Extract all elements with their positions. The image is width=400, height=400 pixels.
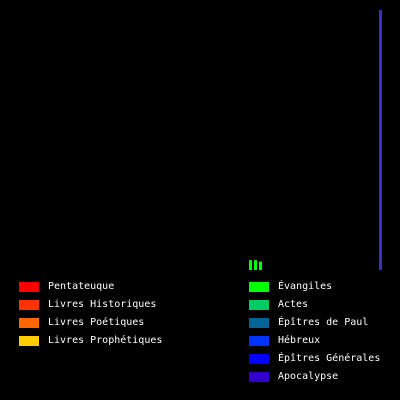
legend-swatch: [249, 300, 269, 310]
legend-left-column: Pentateuque Livres Historiques Livres Po…: [19, 278, 162, 350]
legend-swatch: [19, 318, 39, 328]
legend-label: Hébreux: [278, 335, 321, 346]
legend-item-livres-prophetiques: Livres Prophétiques: [19, 332, 162, 350]
legend-swatch: [19, 282, 39, 292]
legend-label: Livres Historiques: [48, 299, 157, 310]
legend-swatch: [249, 336, 269, 346]
legend-label: Actes: [278, 299, 309, 310]
legend-item-pentateuque: Pentateuque: [19, 278, 162, 296]
bar-evangiles-2: [254, 260, 257, 270]
bar-evangiles-3: [259, 261, 262, 270]
legend-label: Épîtres Générales: [278, 353, 381, 364]
bar-evangiles-1: [249, 260, 252, 270]
bar-outlier: [379, 10, 382, 270]
legend-swatch: [249, 372, 269, 382]
legend-swatch: [249, 318, 269, 328]
legend-item-actes: Actes: [249, 296, 380, 314]
legend-swatch: [19, 300, 39, 310]
legend-label: Évangiles: [278, 281, 333, 292]
legend-item-livres-historiques: Livres Historiques: [19, 296, 162, 314]
legend-item-apocalypse: Apocalypse: [249, 368, 380, 386]
legend-item-livres-poetiques: Livres Poétiques: [19, 314, 162, 332]
legend-label: Apocalypse: [278, 371, 339, 382]
legend-swatch: [19, 336, 39, 346]
legend-label: Pentateuque: [48, 281, 115, 292]
legend-item-epitres-generales: Épîtres Générales: [249, 350, 380, 368]
legend-right-column: Évangiles Actes Épîtres de Paul Hébreux …: [249, 278, 380, 386]
legend-swatch: [249, 354, 269, 364]
legend-label: Livres Poétiques: [48, 317, 145, 328]
legend-swatch: [249, 282, 269, 292]
legend-item-hebreux: Hébreux: [249, 332, 380, 350]
legend-item-evangiles: Évangiles: [249, 278, 380, 296]
legend-label: Épîtres de Paul: [278, 317, 369, 328]
legend-item-epitres-de-paul: Épîtres de Paul: [249, 314, 380, 332]
legend-label: Livres Prophétiques: [48, 335, 163, 346]
